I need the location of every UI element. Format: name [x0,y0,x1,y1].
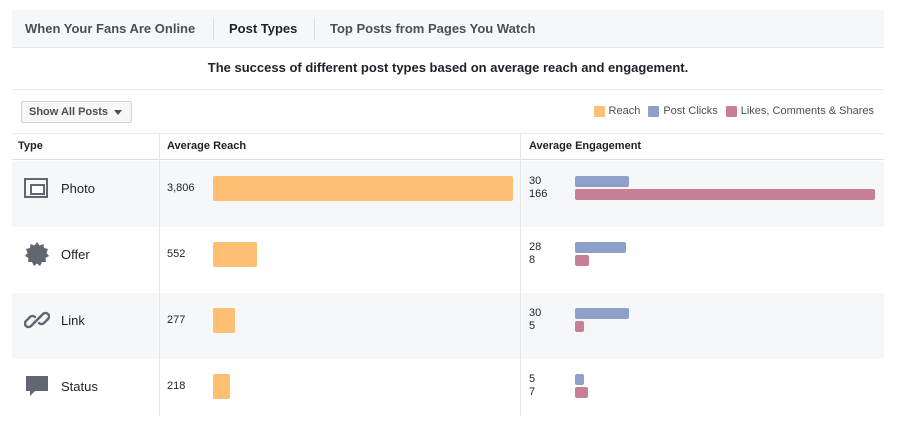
reach-value-label: 3,806 [167,182,195,194]
post-clicks-bar [575,374,584,385]
post-clicks-bar [575,308,629,319]
table-row: Link 277 30 5 [12,293,884,359]
post-insights-tabs: When Your Fans Are Online Post Types Top… [12,10,884,48]
chevron-down-icon [114,110,122,115]
chart-legend: Reach Post Clicks Likes, Comments & Shar… [586,105,874,117]
legend-swatch-reach [593,105,605,117]
legend-label: Reach [608,105,641,117]
post-clicks-value-label: 30 [529,307,542,319]
post-clicks-bar [575,176,629,187]
legend-swatch-post-clicks [648,105,660,117]
photo-icon [24,175,50,201]
post-clicks-value-label: 28 [529,241,542,253]
column-separator [159,134,160,416]
reach-bar [213,242,257,267]
tab-top-posts-pages-watch[interactable]: Top Posts from Pages You Watch [330,21,536,36]
likes-comments-shares-bar [575,255,589,266]
column-header-average-engagement: Average Engagement [529,140,642,152]
divider [12,89,884,90]
reach-value-label: 277 [167,314,186,326]
column-header-average-reach: Average Reach [167,140,247,152]
header-bottom-border [12,159,884,160]
post-clicks-bar [575,242,626,253]
reach-value-label: 552 [167,248,186,260]
post-type-label: Offer [61,247,90,262]
link-icon [23,307,51,333]
chart-subtitle: The success of different post types base… [207,60,689,75]
show-all-posts-dropdown[interactable]: Show All Posts [21,101,132,123]
legend-swatch-likes-comments-shares [725,105,737,117]
post-type-label: Status [61,379,98,394]
likes-comments-shares-value-label: 8 [529,254,536,266]
column-separator [520,134,521,416]
post-clicks-value-label: 30 [529,175,542,187]
legend-item-post-clicks: Post Clicks [648,105,718,117]
post-type-label: Photo [61,181,95,196]
table-row: Photo 3,806 30 166 [12,161,884,227]
legend-label: Likes, Comments & Shares [740,105,874,117]
likes-comments-shares-value-label: 5 [529,320,536,332]
dropdown-label: Show All Posts [29,106,109,118]
reach-bar [213,308,235,333]
post-clicks-value-label: 5 [529,373,536,385]
tab-separator [314,18,315,40]
likes-comments-shares-bar [575,321,584,332]
legend-item-likes-comments-shares: Likes, Comments & Shares [725,105,874,117]
tab-separator [213,18,214,40]
likes-comments-shares-value-label: 166 [529,188,548,200]
status-icon [24,373,50,399]
table-top-border [12,133,884,134]
reach-bar [213,374,230,399]
offer-icon [24,241,50,267]
table-row: Offer 552 28 8 [12,227,884,293]
reach-bar [213,176,513,201]
likes-comments-shares-bar [575,189,875,200]
reach-value-label: 218 [167,380,186,392]
post-type-label: Link [61,313,85,328]
legend-item-reach: Reach [593,105,641,117]
tab-post-types[interactable]: Post Types [229,21,298,36]
likes-comments-shares-bar [575,387,588,398]
column-header-type: Type [18,140,43,152]
likes-comments-shares-value-label: 7 [529,386,536,398]
legend-label: Post Clicks [663,105,718,117]
tab-when-fans-online[interactable]: When Your Fans Are Online [25,21,196,36]
table-row: Status 218 5 7 [12,359,884,425]
